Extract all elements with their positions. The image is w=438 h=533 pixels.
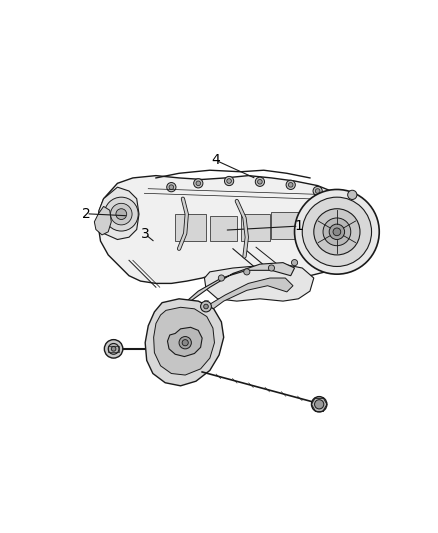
Circle shape <box>244 269 250 275</box>
Polygon shape <box>94 206 111 235</box>
Text: 3: 3 <box>141 227 150 241</box>
Circle shape <box>104 197 138 231</box>
Circle shape <box>314 400 324 409</box>
Circle shape <box>294 189 379 274</box>
Circle shape <box>291 260 298 265</box>
Circle shape <box>313 187 322 196</box>
Circle shape <box>194 179 203 188</box>
Circle shape <box>111 346 116 351</box>
Polygon shape <box>154 308 215 375</box>
Polygon shape <box>240 214 270 241</box>
Circle shape <box>204 304 208 309</box>
Circle shape <box>116 209 127 220</box>
Polygon shape <box>98 187 139 239</box>
Circle shape <box>255 177 265 187</box>
Polygon shape <box>175 214 206 241</box>
Circle shape <box>167 182 176 192</box>
Polygon shape <box>175 263 294 312</box>
Circle shape <box>227 179 231 183</box>
Circle shape <box>179 336 191 349</box>
Circle shape <box>268 265 275 271</box>
Circle shape <box>302 197 371 266</box>
Polygon shape <box>210 216 237 241</box>
Circle shape <box>201 301 212 312</box>
Polygon shape <box>145 299 224 386</box>
Text: 2: 2 <box>82 207 91 221</box>
Circle shape <box>288 182 293 187</box>
Circle shape <box>323 218 351 246</box>
Circle shape <box>104 340 123 358</box>
Polygon shape <box>98 175 360 284</box>
Circle shape <box>108 343 119 354</box>
Polygon shape <box>205 264 314 301</box>
Text: 1: 1 <box>294 219 303 233</box>
Circle shape <box>314 209 360 255</box>
Circle shape <box>110 203 132 225</box>
Circle shape <box>333 228 341 236</box>
Circle shape <box>218 275 225 281</box>
Polygon shape <box>206 278 293 314</box>
Polygon shape <box>329 199 367 263</box>
Text: 4: 4 <box>212 154 220 167</box>
Circle shape <box>182 340 188 346</box>
Circle shape <box>311 397 327 412</box>
Polygon shape <box>167 327 202 357</box>
Polygon shape <box>272 212 301 239</box>
Circle shape <box>329 224 345 239</box>
Circle shape <box>348 190 357 199</box>
Circle shape <box>286 180 295 189</box>
Circle shape <box>258 180 262 184</box>
Circle shape <box>196 181 201 185</box>
Circle shape <box>315 189 320 193</box>
Circle shape <box>169 185 173 189</box>
Circle shape <box>224 176 234 185</box>
